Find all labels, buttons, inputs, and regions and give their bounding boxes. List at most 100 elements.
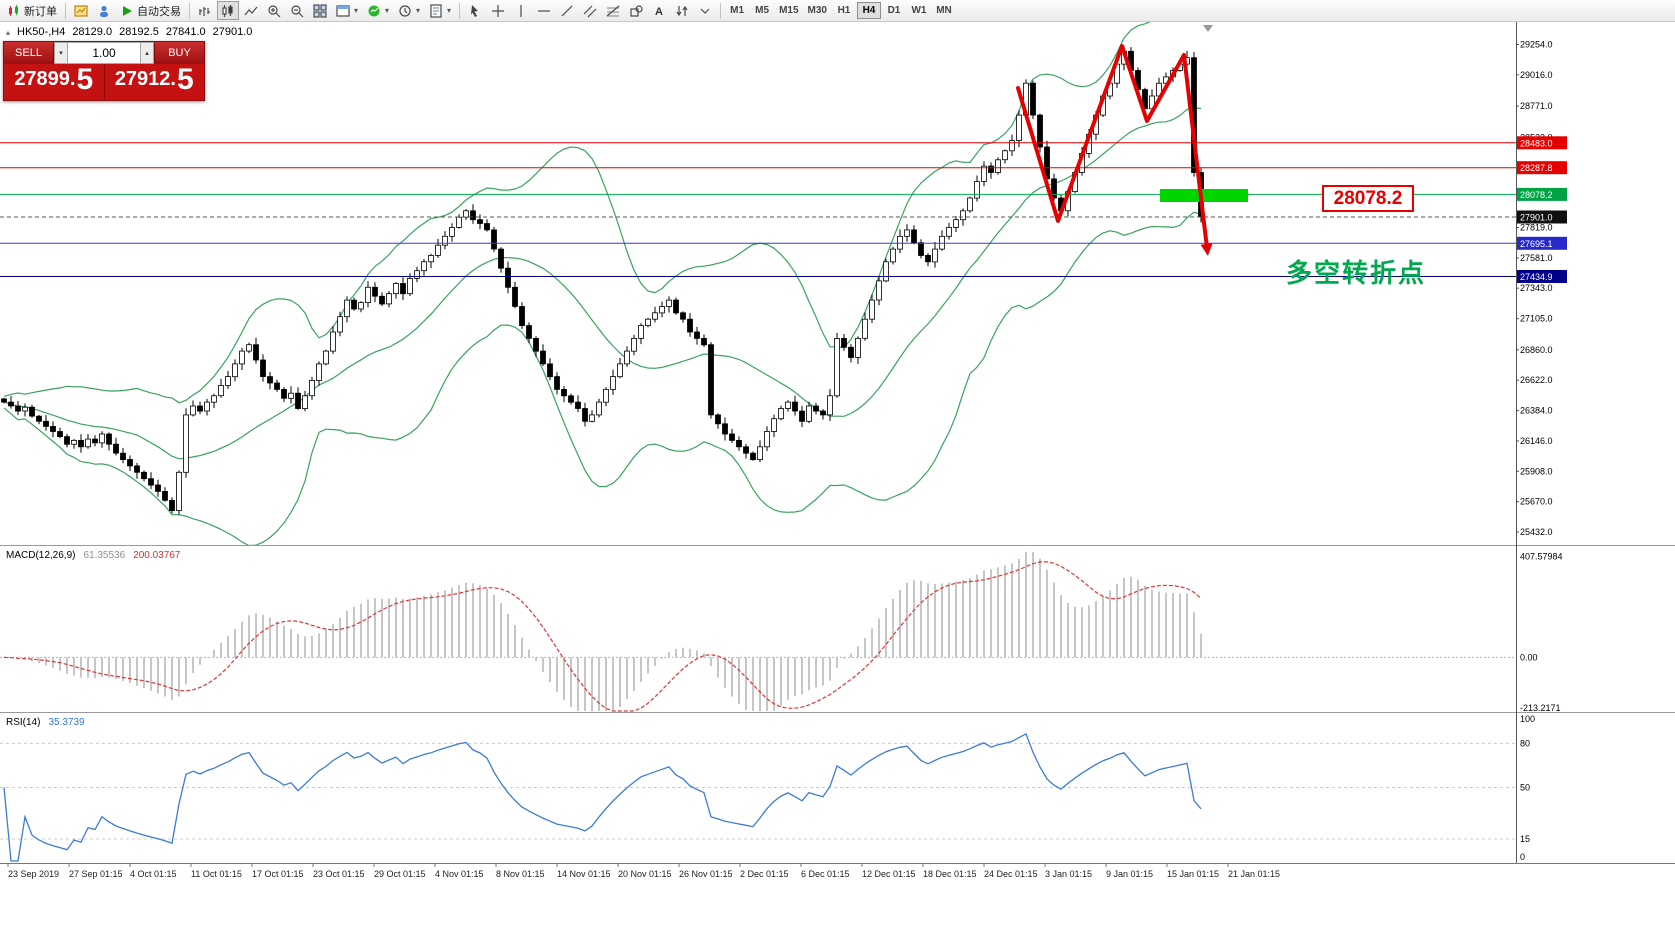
svg-text:27434.9: 27434.9 bbox=[1520, 272, 1553, 282]
toolbar-text-tool[interactable]: A bbox=[648, 1, 670, 20]
toolbar-chart-windows[interactable]: ▾ bbox=[332, 1, 362, 20]
toolbar-cursor-tool[interactable] bbox=[464, 1, 486, 20]
bollinger-upper bbox=[3, 0, 1202, 404]
timeframe-h4[interactable]: H4 bbox=[856, 2, 881, 19]
timeframe-d1[interactable]: D1 bbox=[882, 2, 906, 19]
timeframe-m15[interactable]: M15 bbox=[775, 2, 802, 19]
candlestick-series bbox=[1, 46, 1204, 515]
price-badge-28483.0 bbox=[1517, 136, 1567, 150]
timeframe-w1[interactable]: W1 bbox=[907, 2, 931, 19]
bollinger-lower bbox=[3, 211, 1202, 547]
price-annotation-label[interactable]: 28078.2 bbox=[1322, 185, 1414, 212]
svg-text:26384.0: 26384.0 bbox=[1520, 406, 1553, 416]
svg-text:4 Oct 01:15: 4 Oct 01:15 bbox=[130, 869, 177, 879]
volume-decrease-button[interactable]: ▾ bbox=[54, 42, 68, 64]
crosshair-icon bbox=[491, 4, 505, 18]
chart-ohlc-label: ▴ HK50-,H4 28129.0 28192.5 27841.0 27901… bbox=[6, 26, 252, 38]
svg-text:26622.0: 26622.0 bbox=[1520, 375, 1553, 385]
toolbar-templates[interactable]: ▾ bbox=[425, 1, 455, 20]
buy-price-main: 27912. bbox=[114, 68, 176, 90]
toolbar-bar-chart-mode[interactable] bbox=[194, 1, 216, 20]
toolbar-separator bbox=[459, 2, 461, 19]
timeframe-m1[interactable]: M1 bbox=[725, 2, 749, 19]
chevron-down-icon: ▾ bbox=[416, 6, 421, 15]
periods-icon bbox=[398, 4, 412, 18]
toolbar-shapes-tool[interactable] bbox=[625, 1, 647, 20]
timeframe-m5[interactable]: M5 bbox=[750, 2, 774, 19]
rsi-indicator bbox=[0, 732, 1516, 862]
sell-button[interactable]: SELL bbox=[4, 42, 54, 64]
sell-price[interactable]: 27899. 5 bbox=[4, 64, 105, 100]
ohlc-open: 28129.0 bbox=[72, 26, 113, 38]
toolbar-horizontal-line-tool[interactable] bbox=[533, 1, 555, 20]
red-zigzag-arrow bbox=[1016, 44, 1209, 250]
toolbar-new-chart[interactable] bbox=[70, 1, 92, 20]
svg-text:28483.0: 28483.0 bbox=[1520, 138, 1553, 148]
toolbar-vertical-line-tool[interactable] bbox=[510, 1, 532, 20]
macd-signal-value: 200.03767 bbox=[133, 550, 181, 561]
svg-text:14 Nov 01:15: 14 Nov 01:15 bbox=[557, 869, 611, 879]
macd-signal-line bbox=[3, 561, 1202, 712]
toolbar-indicators-list[interactable]: ▾ bbox=[363, 1, 393, 20]
sell-price-big-digit: 5 bbox=[76, 63, 94, 96]
chevron-down-icon: ▾ bbox=[447, 6, 452, 15]
fibo-icon bbox=[606, 4, 620, 18]
toolbar-profiles[interactable] bbox=[93, 1, 115, 20]
buy-button[interactable]: BUY bbox=[154, 42, 204, 64]
toolbar-crosshair-tool[interactable] bbox=[487, 1, 509, 20]
turning-point-annotation[interactable]: 多空转折点 bbox=[1286, 258, 1427, 288]
channel-icon bbox=[583, 4, 597, 18]
svg-text:27105.0: 27105.0 bbox=[1520, 314, 1553, 324]
svg-text:27581.0: 27581.0 bbox=[1520, 253, 1553, 263]
pane-separators[interactable] bbox=[0, 22, 1675, 864]
indicators-icon bbox=[367, 4, 381, 18]
toolbar-more-tools[interactable] bbox=[694, 1, 716, 20]
toolbar-periods[interactable]: ▾ bbox=[394, 1, 424, 20]
timeframe-h1[interactable]: H1 bbox=[832, 2, 856, 19]
linechart-icon bbox=[244, 4, 258, 18]
toolbar-autotrading[interactable]: 自动交易 bbox=[116, 1, 185, 20]
rsi-line bbox=[3, 732, 1202, 862]
timeframe-mn[interactable]: MN bbox=[932, 2, 956, 19]
svg-text:4 Nov 01:15: 4 Nov 01:15 bbox=[435, 869, 484, 879]
svg-text:27343.0: 27343.0 bbox=[1520, 283, 1553, 293]
buy-price[interactable]: 27912. 5 bbox=[105, 64, 205, 100]
price-badge-28078.2 bbox=[1517, 187, 1567, 201]
toolbar-arrows-tool[interactable] bbox=[671, 1, 693, 20]
volume-input[interactable] bbox=[68, 42, 140, 64]
time-axis[interactable]: 23 Sep 2019 27 Sep 01:15 4 Oct 01:15 11 Oct… bbox=[7, 863, 1280, 880]
svg-text:-213.2171: -213.2171 bbox=[1520, 703, 1561, 713]
chart-shift-marker[interactable] bbox=[1203, 25, 1213, 32]
macd-name: MACD(12,26,9) bbox=[6, 550, 76, 561]
macd-main-value: 61.35536 bbox=[83, 550, 126, 561]
toolbar-line-chart-mode[interactable] bbox=[240, 1, 262, 20]
ohlc-low: 27841.0 bbox=[165, 26, 206, 38]
toolbar-tile-windows[interactable] bbox=[309, 1, 331, 20]
volume-increase-button[interactable]: ▴ bbox=[140, 42, 154, 64]
horizontal-price-lines[interactable] bbox=[0, 142, 1516, 277]
svg-text:9 Jan 01:15: 9 Jan 01:15 bbox=[1106, 869, 1153, 879]
svg-text:26146.0: 26146.0 bbox=[1520, 436, 1553, 446]
toolbar-zoom-out[interactable] bbox=[286, 1, 308, 20]
svg-text:27901.0: 27901.0 bbox=[1520, 213, 1553, 223]
svg-text:6 Dec 01:15: 6 Dec 01:15 bbox=[801, 869, 850, 879]
cursor-icon bbox=[468, 4, 482, 18]
svg-text:11 Oct 01:15: 11 Oct 01:15 bbox=[191, 869, 242, 879]
svg-text:15 Jan 01:15: 15 Jan 01:15 bbox=[1167, 869, 1219, 879]
price-badge-27434.9 bbox=[1517, 270, 1567, 283]
toolbar-zoom-in[interactable] bbox=[263, 1, 285, 20]
chart-annotations[interactable] bbox=[1016, 44, 1248, 256]
toolbar-fibonacci-tool[interactable] bbox=[602, 1, 624, 20]
timeframe-m30[interactable]: M30 bbox=[804, 2, 831, 19]
one-click-collapse-icon[interactable]: ▴ bbox=[6, 27, 11, 37]
toolbar-candlestick-mode[interactable] bbox=[217, 1, 239, 20]
svg-text:18 Dec 01:15: 18 Dec 01:15 bbox=[923, 869, 977, 879]
toolbar-new-order[interactable]: 新订单 bbox=[3, 1, 61, 20]
toolbar-trendline-tool[interactable] bbox=[556, 1, 578, 20]
toolbar-channel-tool[interactable] bbox=[579, 1, 601, 20]
toolbar-separator bbox=[720, 2, 722, 19]
svg-text:50: 50 bbox=[1520, 783, 1530, 793]
svg-text:25670.0: 25670.0 bbox=[1520, 497, 1553, 507]
svg-text:80: 80 bbox=[1520, 738, 1530, 748]
